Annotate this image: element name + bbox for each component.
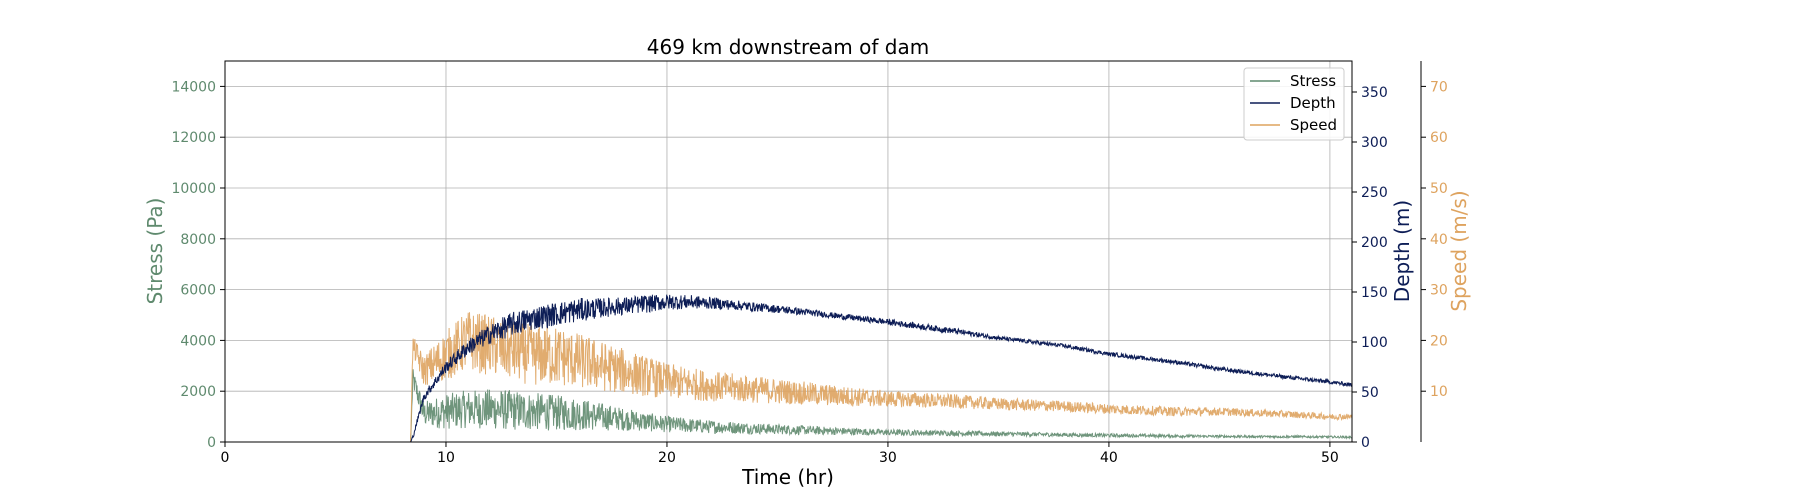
series-layer xyxy=(225,294,1353,443)
speed-tick-label: 50 xyxy=(1430,181,1448,197)
depth-axis-label: Depth (m) xyxy=(1390,200,1414,302)
depth-tick-label: 0 xyxy=(1361,435,1370,451)
depth-tick-label: 250 xyxy=(1361,185,1388,201)
stress-tick-label: 6000 xyxy=(180,283,216,299)
stress-axis-label: Stress (Pa) xyxy=(143,198,167,305)
speed-tick-label: 30 xyxy=(1430,283,1448,299)
speed-tick-label: 60 xyxy=(1430,130,1448,146)
x-tick-label: 20 xyxy=(658,450,676,466)
legend-label-speed: Speed xyxy=(1290,116,1337,134)
speed-tick-label: 10 xyxy=(1430,384,1448,400)
x-tick-label: 0 xyxy=(221,450,230,466)
plot-frame xyxy=(224,60,1353,443)
legend-label-stress: Stress xyxy=(1290,72,1336,90)
stress-tick-label: 14000 xyxy=(171,79,216,95)
speed-tick-label: 20 xyxy=(1430,333,1448,349)
stress-tick-label: 0 xyxy=(207,435,216,451)
series-line-depth xyxy=(225,294,1353,443)
stress-tick-label: 4000 xyxy=(180,333,216,349)
stress-tick-label: 10000 xyxy=(171,181,216,197)
depth-tick-label: 50 xyxy=(1361,385,1379,401)
depth-tick-label: 100 xyxy=(1361,335,1388,351)
x-axis-label: Time (hr) xyxy=(741,465,834,489)
series-line-speed xyxy=(225,312,1353,443)
stress-tick-label: 2000 xyxy=(180,384,216,400)
x-tick-label: 30 xyxy=(879,450,897,466)
depth-axis: 0 50 100 150 200 250 300 350 xyxy=(1352,85,1388,451)
legend: Stress Depth Speed xyxy=(1243,67,1345,141)
stress-tick-label: 8000 xyxy=(180,232,216,248)
x-tick-label: 40 xyxy=(1100,450,1118,466)
legend-label-depth: Depth xyxy=(1290,94,1336,112)
depth-tick-label: 350 xyxy=(1361,85,1388,101)
x-tick-label: 50 xyxy=(1321,450,1339,466)
depth-tick-label: 300 xyxy=(1361,135,1388,151)
grid xyxy=(224,61,1352,443)
depth-tick-label: 200 xyxy=(1361,235,1388,251)
series-line-stress xyxy=(225,369,1353,443)
stress-axis: 0 2000 4000 6000 8000 10000 12000 14000 xyxy=(171,79,225,451)
stress-tick-label: 12000 xyxy=(171,130,216,146)
x-axis: 0 10 20 30 40 50 xyxy=(221,442,1339,466)
x-tick-label: 10 xyxy=(437,450,455,466)
speed-tick-label: 40 xyxy=(1430,232,1448,248)
legend-box xyxy=(1243,67,1345,141)
speed-axis-label: Speed (m/s) xyxy=(1447,190,1471,311)
chart-title: 469 km downstream of dam xyxy=(647,35,929,59)
depth-tick-label: 150 xyxy=(1361,285,1388,301)
speed-tick-label: 70 xyxy=(1430,79,1448,95)
speed-axis: 10 20 30 40 50 60 70 xyxy=(1421,79,1448,400)
